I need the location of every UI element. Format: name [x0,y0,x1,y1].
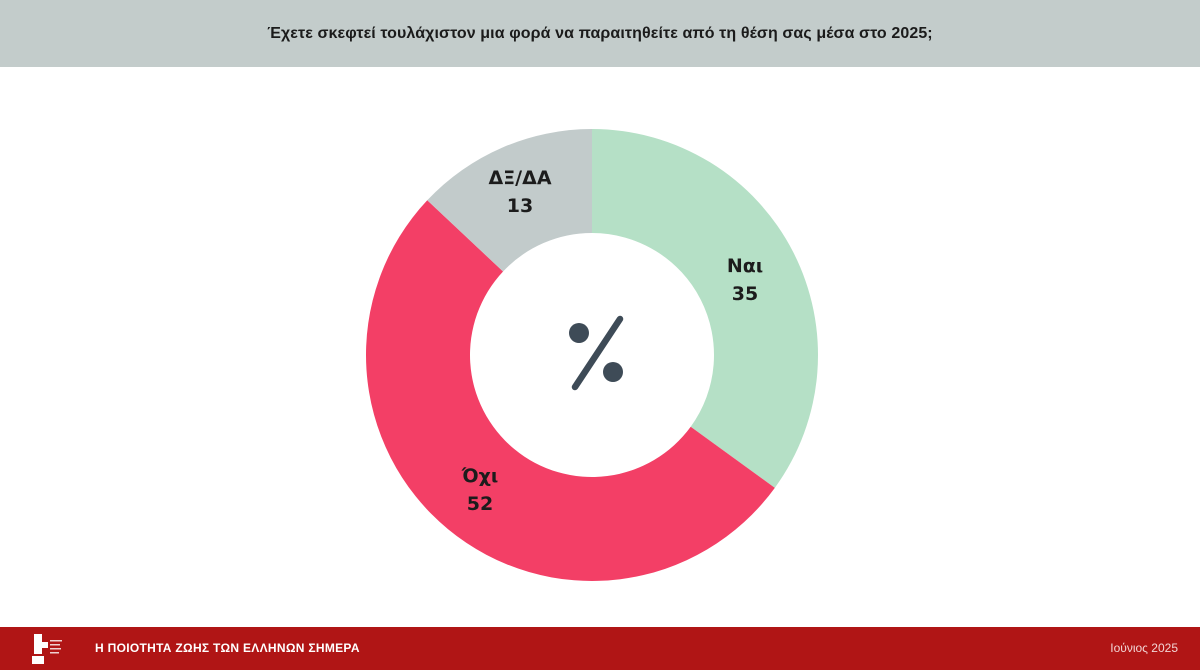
brand-logo-icon [32,634,62,664]
header-bar: Έχετε σκεφτεί τουλάχιστον μια φορά να πα… [0,0,1200,67]
slice-value-label: 13 [507,195,533,217]
footer-bar: Η ΠΟΙΟΤΗΤΑ ΖΩΗΣ ΤΩΝ ΕΛΛΗΝΩΝ ΣΗΜΕΡΑ Ιούνι… [0,627,1200,670]
percent-dot-top [569,323,589,343]
percent-slash [571,315,624,391]
chart-area: Ναι 35 Όχι 52 ΔΞ/ΔΑ 13 [0,67,1200,627]
footer-title: Η ΠΟΙΟΤΗΤΑ ΖΩΗΣ ΤΩΝ ΕΛΛΗΝΩΝ ΣΗΜΕΡΑ [95,641,360,655]
donut-slice [427,129,592,272]
footer-date: Ιούνιος 2025 [1110,641,1178,655]
slice-label: Όχι [461,465,499,487]
donut-slice [592,129,818,488]
page-title: Έχετε σκεφτεί τουλάχιστον μια φορά να πα… [267,24,933,42]
labels-group: Ναι 35 Όχι 52 ΔΞ/ΔΑ 13 [461,167,763,515]
donut-chart: Ναι 35 Όχι 52 ΔΞ/ΔΑ 13 [365,129,818,581]
donut-slice [365,200,775,581]
slice-label: ΔΞ/ΔΑ [488,167,551,189]
slices-group [365,129,818,581]
slice-value-label: 35 [732,283,758,305]
percent-dot-bottom [603,362,623,382]
slice-value-label: 52 [467,493,493,515]
slice-label: Ναι [727,255,763,277]
center-percent-icon [569,315,624,391]
